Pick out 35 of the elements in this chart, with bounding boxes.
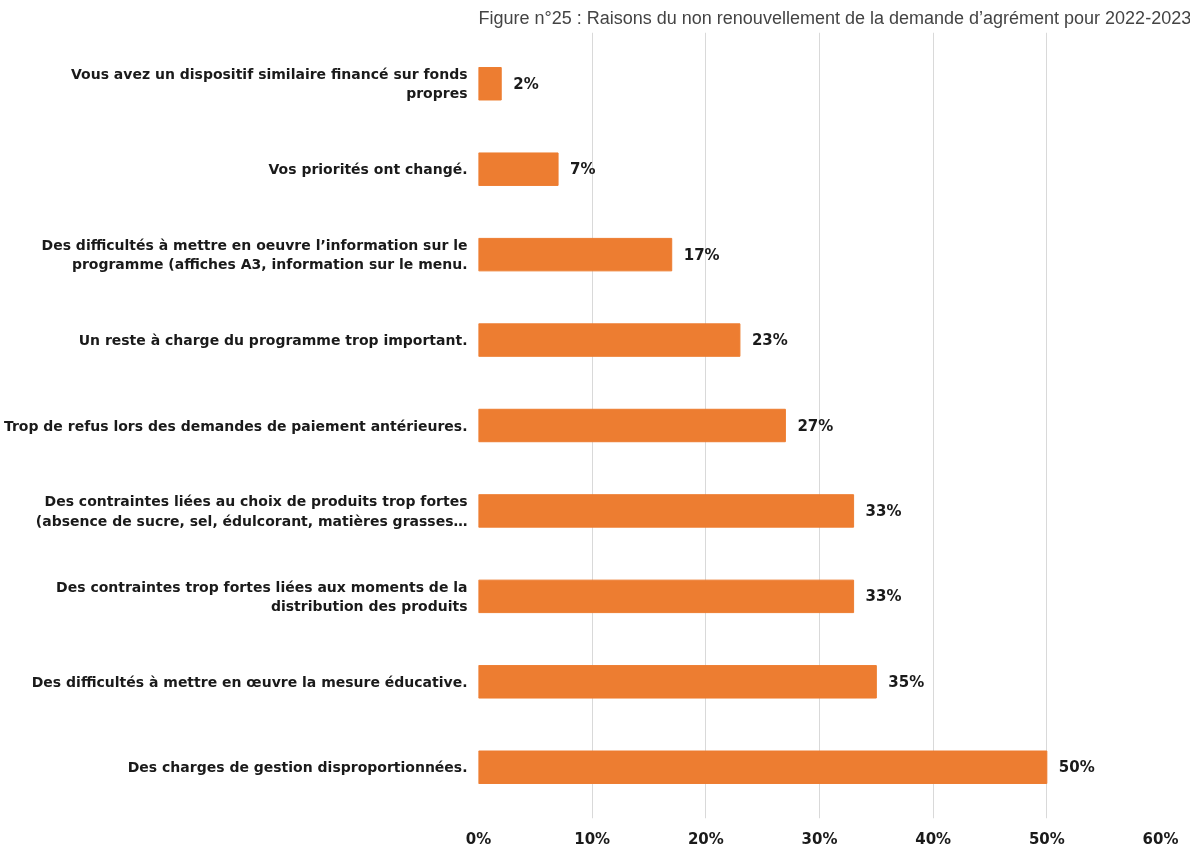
bar: [478, 323, 741, 357]
bar: [478, 494, 855, 528]
x-tick-label: 10%: [574, 829, 611, 848]
data-label: 50%: [1058, 758, 1095, 777]
x-tick-label: 0%: [465, 829, 492, 848]
chart-title: Figure n°25 : Raisons du non renouvellement de la demande d’agrément pour 2022-2023: [478, 7, 1192, 28]
bar: [478, 408, 786, 443]
y-tick-label: Des contraintes liées au choix de produits trop fortes (absence de sucre, sel, édulcorant, matières grasses…: [35, 493, 468, 529]
y-tick-label: Des difficultés à mettre en oeuvre l’information sur le programme (affiches A3, information sur le menu.: [41, 237, 468, 273]
x-tick-label: 30%: [801, 829, 838, 848]
data-label: 17%: [683, 245, 720, 264]
x-tick-label: 50%: [1028, 829, 1065, 848]
x-tick-label: 60%: [1142, 829, 1179, 848]
y-tick-label: Vos priorités ont changé.: [268, 161, 468, 178]
y-tick-label: Vous avez un dispositif similaire financé sur fonds propres: [70, 66, 468, 102]
data-label: 7%: [570, 160, 596, 179]
data-label: 2%: [513, 74, 539, 93]
data-label: 27%: [797, 416, 834, 435]
y-tick-label: Un reste à charge du programme trop important.: [78, 332, 468, 349]
bar: [478, 579, 855, 614]
y-tick-label: Trop de refus lors des demandes de paiement antérieures.: [3, 417, 468, 434]
y-tick-label: Des contraintes trop fortes liées aux moments de la distribution des produits: [56, 578, 468, 614]
x-tick-label: 40%: [915, 829, 952, 848]
data-label: 33%: [865, 587, 902, 606]
x-tick-label: 20%: [687, 829, 724, 848]
bar: [478, 237, 673, 272]
bar: [478, 665, 877, 699]
bar: [478, 152, 559, 186]
data-label: 23%: [751, 331, 788, 350]
bar: [478, 750, 1048, 784]
data-label: 33%: [865, 501, 902, 520]
data-label: 35%: [888, 672, 925, 691]
bar: [478, 67, 502, 101]
y-tick-label: Des charges de gestion disproportionnées.: [127, 759, 468, 776]
y-tick-label: Des difficultés à mettre en œuvre la mesure éducative.: [31, 673, 468, 690]
